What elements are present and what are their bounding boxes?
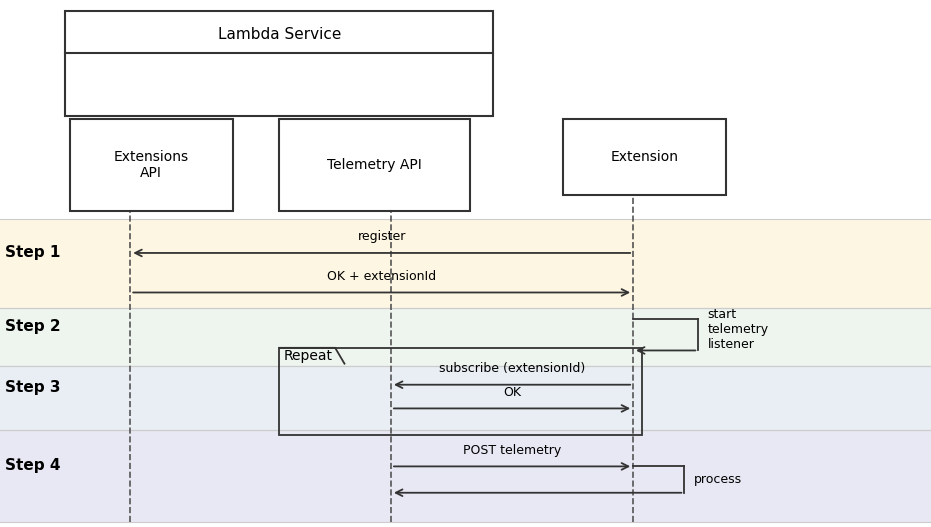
FancyBboxPatch shape [279,119,470,211]
Text: Step 4: Step 4 [5,457,61,473]
FancyBboxPatch shape [0,366,931,430]
Text: subscribe (extensionId): subscribe (extensionId) [439,362,586,375]
Text: Repeat: Repeat [284,349,333,363]
Text: OK: OK [503,386,521,399]
Text: Step 1: Step 1 [5,246,60,260]
Text: Telemetry API: Telemetry API [328,158,422,172]
FancyBboxPatch shape [563,119,726,195]
Text: start
telemetry
listener: start telemetry listener [708,308,769,351]
Text: Extensions
API: Extensions API [114,150,189,180]
Text: Step 3: Step 3 [5,380,61,395]
Text: OK + extensionId: OK + extensionId [327,270,437,283]
FancyBboxPatch shape [0,308,931,366]
Text: Extension: Extension [611,150,679,164]
FancyBboxPatch shape [0,430,931,522]
Text: register: register [358,230,406,243]
FancyBboxPatch shape [70,119,233,211]
Text: process: process [694,473,742,486]
Text: POST telemetry: POST telemetry [463,444,561,457]
Text: Step 2: Step 2 [5,319,61,334]
Text: Lambda Service: Lambda Service [218,27,341,42]
FancyBboxPatch shape [0,219,931,308]
FancyBboxPatch shape [65,11,493,116]
